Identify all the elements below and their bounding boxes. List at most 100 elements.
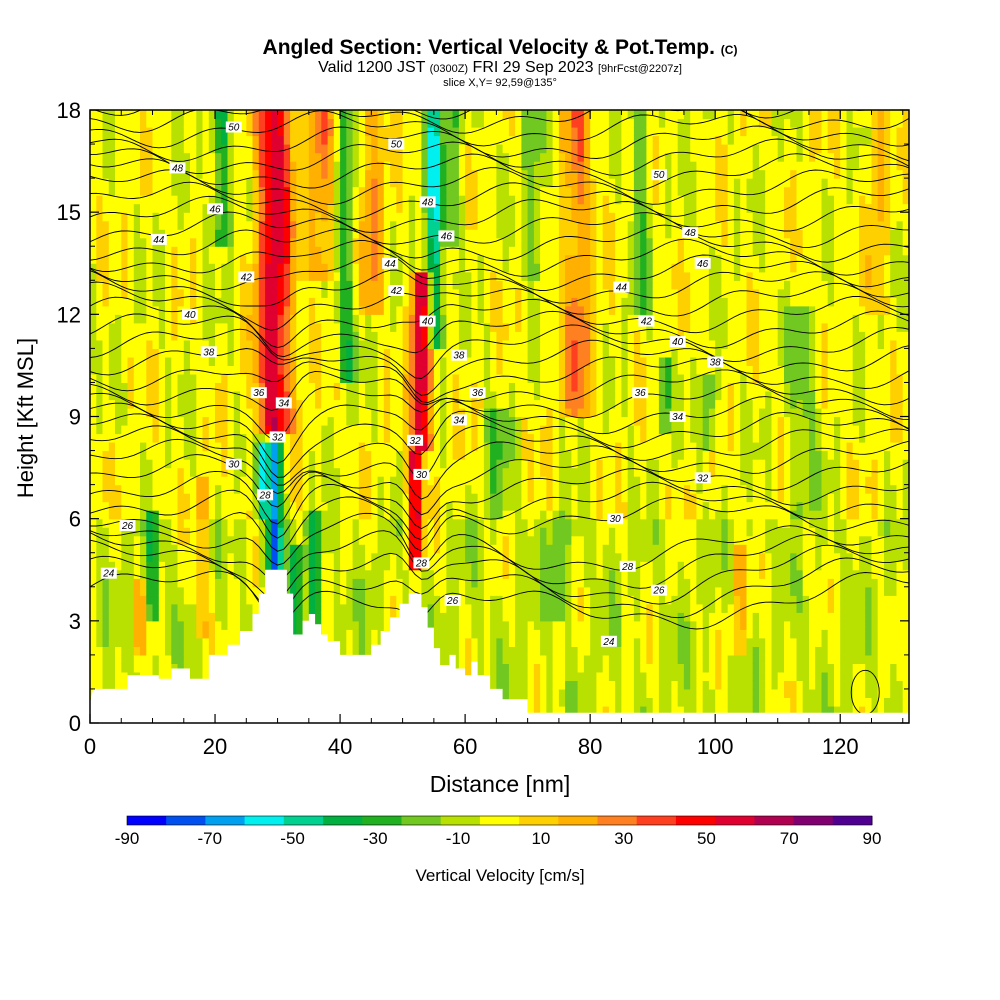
field-cell [421,552,429,562]
field-cell [252,535,260,545]
field-cell [333,373,341,383]
field-cell [127,178,135,188]
field-cell [440,646,447,656]
field-cell [315,373,322,383]
field-cell [133,493,141,503]
field-cell [371,544,379,554]
field-cell [502,425,510,435]
field-cell [127,476,135,486]
field-cell [321,161,329,171]
field-cell [90,348,97,358]
field-cell [208,518,216,528]
field-cell [396,450,404,460]
field-cell [246,118,254,128]
field-cell [502,629,510,639]
field-cell [440,288,447,298]
field-cell [440,442,447,452]
field-cell [340,391,347,401]
field-cell [490,271,497,281]
field-cell [452,501,460,511]
field-cell [502,195,510,205]
field-cell [265,314,272,324]
field-cell [308,220,316,230]
field-cell [158,373,166,383]
field-cell [408,212,416,222]
field-cell [427,459,435,469]
field-cell [290,425,297,435]
field-cell [152,212,160,222]
field-cell [246,467,254,477]
field-cell [402,433,410,443]
field-cell [452,459,460,469]
field-cell [196,135,204,145]
field-cell [433,135,441,145]
field-cell [308,118,316,128]
field-cell [165,382,172,392]
field-cell [296,178,304,188]
field-cell [146,518,154,528]
field-cell [490,433,497,443]
field-cell [115,322,122,332]
field-cell [290,603,297,613]
field-cell [433,118,441,128]
field-cell [296,365,304,375]
field-cell [227,408,235,418]
field-cell [196,348,204,358]
field-cell [96,552,104,562]
field-cell [377,544,385,554]
field-cell [421,373,429,383]
field-cell [152,510,160,520]
field-cell [383,331,391,341]
field-cell [140,467,147,477]
field-cell [271,425,279,435]
field-cell [490,314,497,324]
field-cell [340,467,347,477]
field-cell [246,535,254,545]
field-cell [133,569,141,579]
field-cell [121,433,129,443]
field-cell [296,280,304,290]
field-cell [421,169,429,179]
field-cell [208,586,216,596]
field-cell [302,527,310,537]
field-cell [133,373,141,383]
field-cell [246,399,254,409]
field-cell [508,220,516,230]
field-cell [90,203,97,213]
field-cell [377,561,385,571]
field-cell [440,527,447,537]
field-cell [108,527,116,537]
field-cell [377,595,385,605]
field-cell [96,331,104,341]
field-cell [140,663,147,673]
field-cell [471,629,479,639]
field-cell [133,433,141,443]
field-cell [415,450,422,460]
field-cell [340,110,347,120]
field-cell [358,408,366,418]
field-cell [190,425,197,435]
field-cell [208,561,216,571]
field-cell [127,110,135,120]
field-cell [321,348,329,358]
field-cell [358,416,366,426]
field-cell [315,382,322,392]
field-cell [265,203,272,213]
field-cell [508,305,516,315]
field-cell [158,246,166,256]
field-cell [415,237,422,247]
field-cell [358,365,366,375]
field-cell [133,127,141,137]
field-cell [108,331,116,341]
field-cell [477,450,485,460]
field-cell [358,169,366,179]
field-cell [383,271,391,281]
field-cell [352,127,360,137]
field-cell [340,118,347,128]
field-cell [302,586,310,596]
field-cell [152,339,160,349]
field-cell [458,433,466,443]
field-cell [90,322,97,332]
field-cell [196,671,204,681]
field-cell [121,212,129,222]
